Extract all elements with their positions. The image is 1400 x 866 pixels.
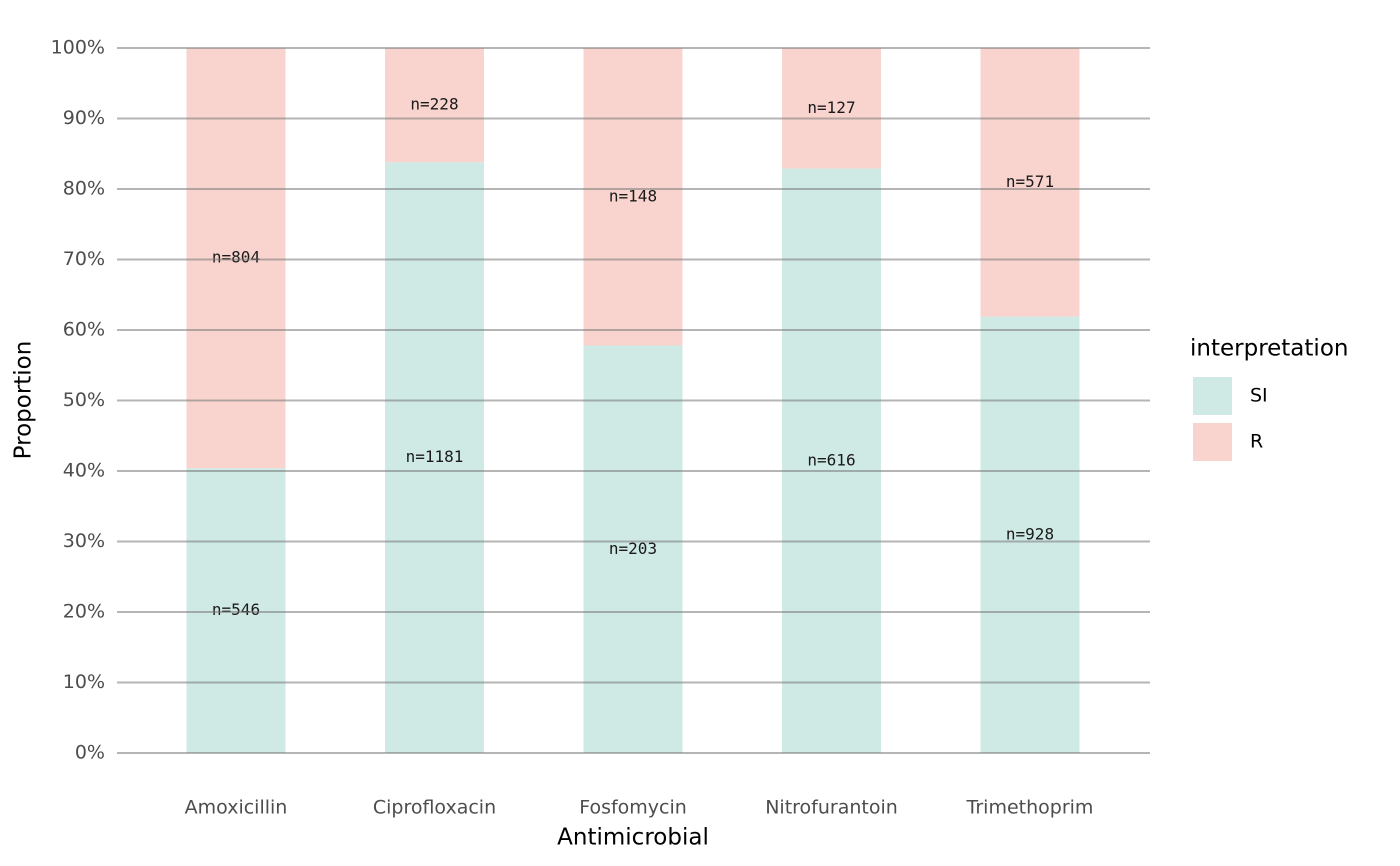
legend-label: R bbox=[1250, 431, 1263, 453]
bar-segment bbox=[980, 316, 1080, 753]
count-label: n=616 bbox=[807, 450, 855, 469]
y-tick-label: 0% bbox=[75, 742, 105, 764]
y-tick-label: 20% bbox=[63, 601, 105, 623]
y-tick-label: 50% bbox=[63, 389, 105, 411]
x-tick-label: Nitrofurantoin bbox=[765, 797, 898, 819]
bar-segment bbox=[782, 48, 881, 169]
y-tick-label: 40% bbox=[63, 460, 105, 482]
legend-title: interpretation bbox=[1190, 336, 1348, 362]
y-tick-label: 90% bbox=[63, 107, 105, 129]
bar-segment bbox=[583, 48, 683, 346]
legend-label: SI bbox=[1250, 385, 1268, 407]
bar-segment bbox=[980, 48, 1080, 317]
legend-swatch bbox=[1193, 377, 1232, 415]
y-tick-label: 100% bbox=[51, 37, 105, 59]
y-tick-label: 60% bbox=[63, 319, 105, 341]
x-tick-label: Trimethoprim bbox=[966, 797, 1094, 819]
legend-swatch bbox=[1193, 423, 1232, 461]
count-label: n=546 bbox=[212, 600, 260, 619]
bar-segment bbox=[385, 162, 484, 753]
y-tick-label: 80% bbox=[63, 178, 105, 200]
y-tick-label: 30% bbox=[63, 530, 105, 552]
count-label: n=203 bbox=[609, 539, 657, 558]
bar-segment bbox=[583, 345, 683, 753]
x-tick-label: Fosfomycin bbox=[579, 797, 687, 819]
bar-segment bbox=[782, 168, 881, 753]
bar-segment bbox=[385, 48, 484, 163]
x-tick-label: Amoxicillin bbox=[185, 797, 288, 819]
count-label: n=928 bbox=[1006, 524, 1054, 543]
count-label: n=148 bbox=[609, 186, 657, 205]
x-axis-title: Antimicrobial bbox=[557, 825, 709, 851]
x-tick-label: Ciprofloxacin bbox=[373, 797, 496, 819]
y-tick-label: 10% bbox=[63, 671, 105, 693]
count-label: n=1181 bbox=[406, 447, 464, 466]
count-label: n=804 bbox=[212, 248, 260, 267]
count-label: n=127 bbox=[807, 98, 855, 117]
y-tick-label: 70% bbox=[63, 248, 105, 270]
y-axis-title: Proportion bbox=[11, 341, 37, 460]
count-label: n=228 bbox=[410, 95, 458, 114]
bar-segment bbox=[186, 468, 286, 753]
count-label: n=571 bbox=[1006, 172, 1054, 191]
